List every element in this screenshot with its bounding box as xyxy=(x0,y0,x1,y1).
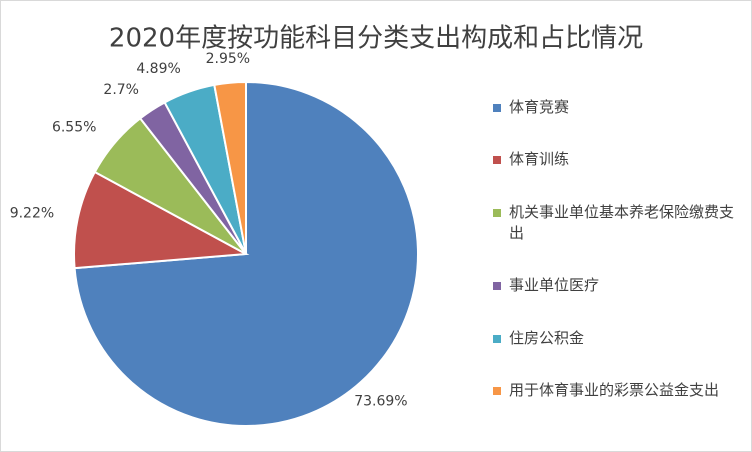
pie-slice xyxy=(213,80,247,255)
data-label: 2.7% xyxy=(103,82,139,98)
chart-title: 2020年度按功能科目分类支出构成和占比情况 xyxy=(109,24,643,54)
legend-swatch xyxy=(493,156,501,165)
data-label: 9.22% xyxy=(10,206,54,222)
legend-item: 体育训练 xyxy=(493,149,743,170)
legend-label: 体育竞赛 xyxy=(509,98,570,116)
data-label: 2.95% xyxy=(206,51,250,67)
legend: 体育竞赛体育训练机关事业单位基本养老保险缴费支出事业单位医疗 住房公积金用于体育事… xyxy=(493,97,743,401)
legend-label: 事业单位医疗 xyxy=(509,276,600,295)
data-label: 4.89% xyxy=(136,61,180,77)
legend-label: 住房公积金 xyxy=(509,328,585,347)
legend-label: 机关事业单位基本养老保险缴费支出 xyxy=(509,202,735,242)
legend-label: 用于体育事业的彩票公益金支出 xyxy=(509,380,720,399)
legend-swatch xyxy=(493,282,501,291)
data-label: 73.69% xyxy=(354,393,407,409)
legend-swatch xyxy=(493,208,501,217)
legend-item: 事业单位医疗 xyxy=(493,275,743,296)
pie-slice xyxy=(73,170,250,270)
legend-label: 体育训练 xyxy=(509,150,570,169)
legend-item: 用于体育事业的彩票公益金支出 xyxy=(493,380,743,401)
legend-item: 住房公积金 xyxy=(493,328,743,349)
data-label: 6.55% xyxy=(52,119,96,135)
legend-swatch xyxy=(493,334,501,343)
legend-item: 机关事业单位基本养老保险缴费支出 xyxy=(493,202,743,244)
legend-swatch xyxy=(493,386,501,395)
legend-swatch xyxy=(493,104,501,112)
legend-item: 体育竞赛 xyxy=(493,97,743,118)
